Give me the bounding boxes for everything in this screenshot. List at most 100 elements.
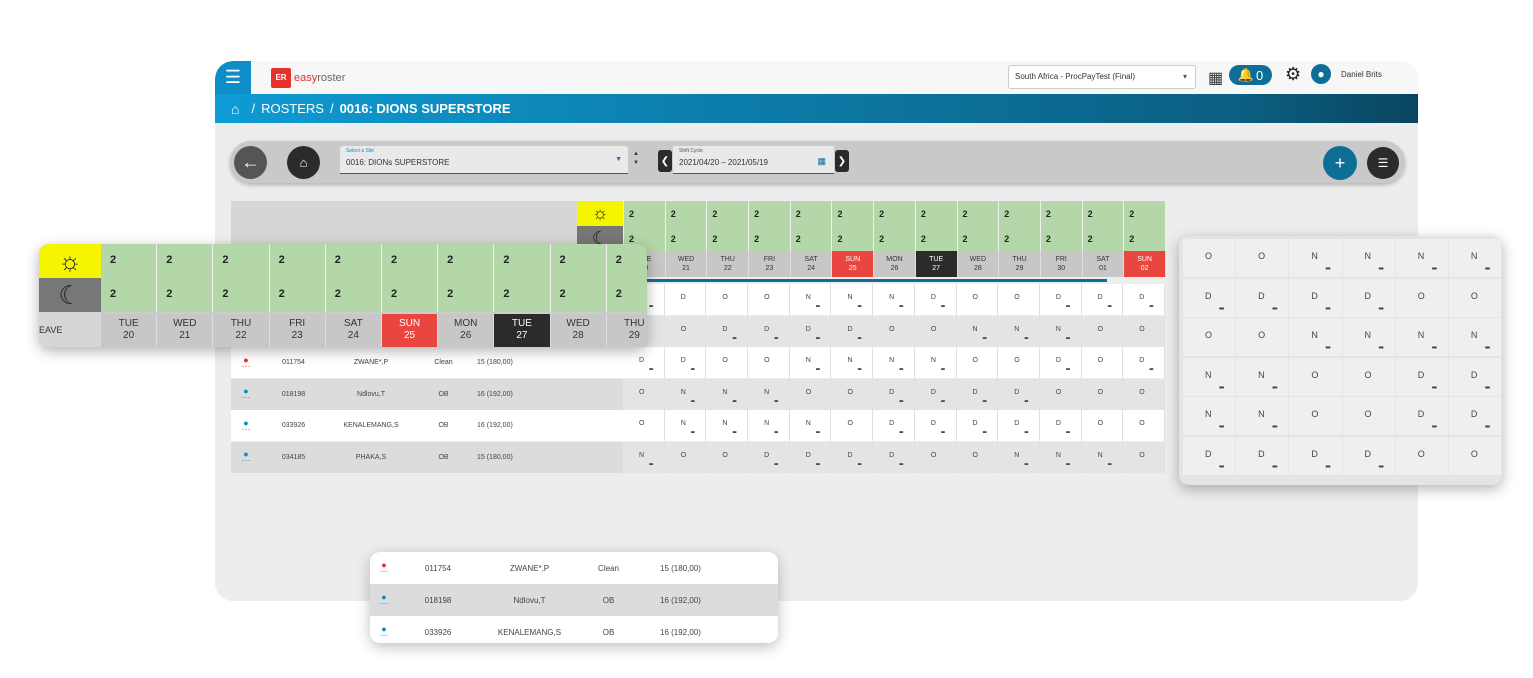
shift-cell[interactable]: O	[1081, 347, 1124, 378]
shift-cell[interactable]: N •••	[623, 441, 665, 473]
shift-cell[interactable]: N •••	[789, 410, 832, 441]
more-icon[interactable]: •••	[1107, 461, 1112, 468]
shift-cell[interactable]: N •••	[1039, 441, 1082, 473]
cycle-prev-button[interactable]: ❮	[658, 150, 672, 172]
shift-cell[interactable]: N •••	[873, 347, 915, 378]
more-icon[interactable]: •••	[1107, 304, 1112, 310]
shift-cell[interactable]: D •••	[831, 315, 874, 347]
shift-cell[interactable]: O	[998, 284, 1040, 315]
shift-cell[interactable]: D •••	[873, 378, 915, 410]
more-icon[interactable]: •••	[1378, 345, 1384, 353]
more-icon[interactable]: •••	[982, 335, 987, 342]
table-row[interactable]: ●···D•••DOON•••N•••N•••D•••OOD•••D•••D••…	[231, 284, 1404, 315]
shift-cell[interactable]: D •••	[998, 378, 1040, 410]
shift-cell[interactable]: N •••	[706, 410, 749, 441]
more-icon[interactable]: •••	[1219, 424, 1224, 432]
more-icon[interactable]: •••	[1065, 367, 1070, 373]
more-icon[interactable]: •••	[1272, 424, 1277, 432]
more-icon[interactable]: •••	[1024, 335, 1028, 342]
shift-cell[interactable]: O	[1342, 357, 1395, 396]
shift-cell[interactable]: O	[1395, 278, 1448, 317]
shift-cell[interactable]: O	[1448, 278, 1502, 317]
shift-cell[interactable]: D •••	[623, 347, 665, 378]
shift-cell[interactable]: N •••	[789, 347, 832, 378]
shift-cell[interactable]: D •••	[1123, 284, 1165, 315]
person-icon[interactable]: ●···	[379, 624, 389, 640]
shift-cell[interactable]: O	[1123, 441, 1165, 473]
shift-cell[interactable]: D •••	[1183, 278, 1236, 317]
more-icon[interactable]: •••	[1431, 345, 1437, 353]
more-icon[interactable]: •••	[1431, 384, 1437, 392]
shift-cell[interactable]: O	[1289, 397, 1342, 436]
shift-cell[interactable]: O	[748, 347, 790, 378]
shift-cell[interactable]: O	[664, 441, 707, 473]
shift-cell[interactable]: D •••	[748, 441, 790, 473]
more-icon[interactable]: •••	[1484, 345, 1490, 353]
shift-cell[interactable]: N •••	[1342, 239, 1395, 277]
shift-cell[interactable]: D •••	[1289, 278, 1342, 317]
shift-cell[interactable]: D •••	[789, 441, 832, 473]
shift-cell[interactable]: D •••	[956, 410, 999, 441]
gear-icon[interactable]: ⚙	[1285, 64, 1302, 84]
more-icon[interactable]: •••	[1484, 384, 1490, 392]
shift-cell[interactable]: O	[914, 315, 957, 347]
more-icon[interactable]: •••	[982, 398, 987, 405]
person-icon[interactable]: ●···	[241, 354, 251, 371]
shift-cell[interactable]: O	[1039, 378, 1082, 410]
more-icon[interactable]: •••	[774, 461, 778, 468]
shift-cell[interactable]: N •••	[664, 410, 707, 441]
more-icon[interactable]: •••	[732, 335, 736, 342]
more-icon[interactable]: •••	[1484, 266, 1490, 273]
more-icon[interactable]: •••	[815, 304, 820, 310]
person-icon[interactable]: ●···	[241, 386, 251, 402]
shift-cell[interactable]: O	[748, 284, 790, 315]
more-icon[interactable]: •••	[774, 398, 778, 405]
table-row[interactable]: ● ··· 011754 ZWANE*,P Clean 15 (180,00)	[370, 552, 778, 584]
shift-cell[interactable]: D •••	[1395, 397, 1448, 436]
shift-cell[interactable]: D •••	[789, 315, 832, 347]
shift-cell[interactable]: N •••	[998, 441, 1040, 473]
shift-cell[interactable]: O	[831, 378, 874, 410]
shift-cell[interactable]: D •••	[1183, 436, 1236, 475]
shift-cell[interactable]: D •••	[914, 284, 957, 315]
more-icon[interactable]: •••	[1272, 305, 1277, 313]
shift-cell[interactable]: D •••	[706, 315, 749, 347]
more-icon[interactable]: •••	[1219, 305, 1224, 313]
shift-cell[interactable]: O	[1448, 436, 1502, 475]
more-icon[interactable]: •••	[690, 367, 695, 373]
more-icon[interactable]: •••	[649, 461, 653, 468]
shift-cell[interactable]: N •••	[1236, 397, 1289, 436]
shift-cell[interactable]: O	[1342, 397, 1395, 436]
shift-cell[interactable]: O	[1183, 318, 1236, 357]
shift-cell[interactable]: N •••	[873, 284, 915, 315]
shift-cell[interactable]: O	[623, 410, 665, 441]
shift-cell[interactable]: N •••	[1039, 315, 1082, 347]
more-icon[interactable]: •••	[940, 304, 945, 310]
shift-cell[interactable]: D •••	[1039, 410, 1082, 441]
table-row[interactable]: ● ··· 033926 KENALEMANG,S OB 16 (192,00) O N •••…	[231, 410, 1404, 441]
table-row[interactable]: ● ··· 018198 Ndlovu,T OB 16 (192,00)	[370, 584, 778, 616]
shift-cell[interactable]: O	[1123, 410, 1165, 441]
shift-cell[interactable]: O	[956, 347, 999, 378]
shift-cell[interactable]: O	[1236, 239, 1289, 277]
tenant-select[interactable]: South Africa - ProcPayTest (Final) ▾	[1008, 65, 1196, 89]
more-icon[interactable]: •••	[815, 461, 820, 468]
shift-cell[interactable]: D •••	[1236, 278, 1289, 317]
shift-cell[interactable]: N •••	[1183, 397, 1236, 436]
shift-cell[interactable]: O	[914, 441, 957, 473]
cycle-next-button[interactable]: ❯	[835, 150, 849, 172]
home-button[interactable]: ⌂	[287, 146, 320, 179]
user-name[interactable]: Daniel Brits	[1341, 70, 1382, 79]
more-icon[interactable]: •••	[1484, 424, 1490, 432]
shift-cell[interactable]: D •••	[831, 441, 874, 473]
back-button[interactable]: ←	[234, 146, 267, 179]
shift-cell[interactable]: O	[1289, 357, 1342, 396]
shift-cell[interactable]: O	[1081, 315, 1124, 347]
shift-cell[interactable]: N •••	[1448, 318, 1502, 357]
more-icon[interactable]: •••	[1325, 266, 1330, 273]
more-icon[interactable]: •••	[1024, 398, 1028, 405]
shift-cell[interactable]: O	[706, 284, 749, 315]
shift-cell[interactable]: O	[1081, 378, 1124, 410]
shift-cell[interactable]: N •••	[789, 284, 832, 315]
shift-cell[interactable]: D •••	[1395, 357, 1448, 396]
